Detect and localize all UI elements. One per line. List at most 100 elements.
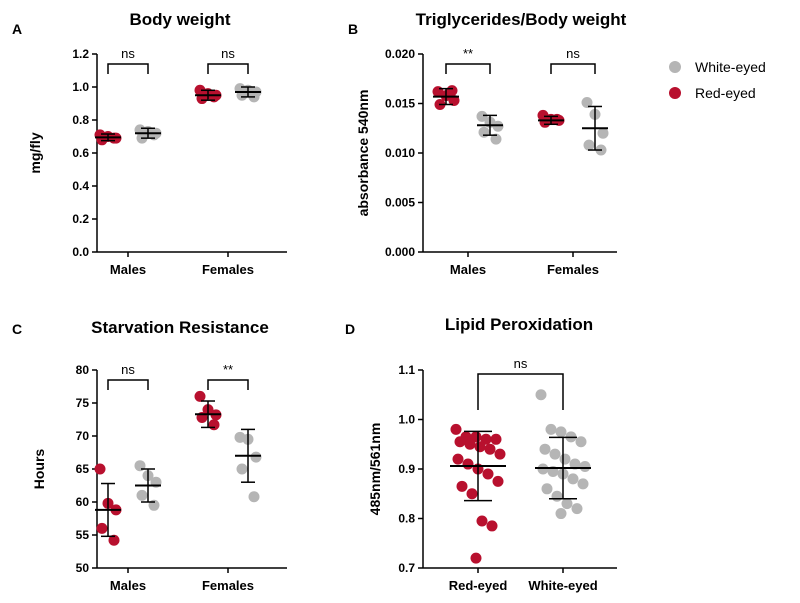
- y-axis-label: mg/fly: [27, 132, 43, 173]
- data-point: [452, 453, 464, 465]
- y-tick-label: 1.1: [398, 363, 415, 377]
- data-point: [559, 453, 571, 465]
- data-point: [575, 436, 587, 448]
- y-tick-label: 70: [76, 429, 90, 443]
- legend-marker: [669, 87, 681, 99]
- data-point: [494, 448, 506, 460]
- data-point: [456, 480, 468, 492]
- data-point: [474, 441, 486, 453]
- data-point: [482, 468, 494, 480]
- y-tick-label: 0.6: [72, 146, 89, 160]
- significance-bracket: [107, 379, 149, 390]
- significance-label: ns: [121, 46, 135, 61]
- y-axis-label: 485nm/561nm: [367, 423, 383, 516]
- panel-d: D Lipid Peroxidation 0.7 0.8 0.9 1.0 1.1 485nm/…: [345, 315, 617, 593]
- y-tick-label: 50: [76, 561, 90, 575]
- x-tick-label: Males: [110, 262, 146, 277]
- data-point: [462, 458, 474, 470]
- data-point: [96, 522, 108, 534]
- y-tick-label: 0.9: [398, 462, 415, 476]
- data-point: [194, 390, 206, 402]
- y-tick-label: 0.4: [72, 179, 89, 193]
- y-tick-label: 0.015: [385, 97, 415, 111]
- data-point: [94, 463, 106, 475]
- y-tick-label: 0.8: [398, 512, 415, 526]
- data-point: [470, 552, 482, 564]
- x-tick-label: Females: [202, 578, 254, 593]
- x-tick-label: Red-eyed: [449, 578, 508, 593]
- y-tick-label: 0.005: [385, 196, 415, 210]
- data-point: [539, 116, 551, 128]
- y-tick-label: 55: [76, 528, 90, 542]
- chart-title: Triglycerides/Body weight: [416, 10, 627, 29]
- panel-a: A Body weight 0.0 0.2 0.4 0.6 0.8 1.0 1.2 mg/fly M…: [12, 10, 287, 277]
- y-tick-label: 0.8: [72, 113, 89, 127]
- x-tick-label: Females: [547, 262, 599, 277]
- data-point: [597, 127, 609, 139]
- data-point: [577, 478, 589, 490]
- y-tick-label: 80: [76, 363, 90, 377]
- data-point: [569, 458, 581, 470]
- data-point: [583, 139, 595, 151]
- y-tick-label: 0.020: [385, 47, 415, 61]
- y-tick-label: 60: [76, 495, 90, 509]
- x-tick-label: Males: [110, 578, 146, 593]
- data-point: [108, 534, 120, 546]
- data-point: [236, 463, 248, 475]
- y-tick-label: 1.2: [72, 47, 89, 61]
- data-point: [555, 508, 567, 520]
- y-tick-label: 0.2: [72, 212, 89, 226]
- y-tick-label: 1.0: [72, 80, 89, 94]
- data-point: [466, 488, 478, 500]
- x-tick-label: White-eyed: [528, 578, 597, 593]
- significance-bracket: [207, 63, 249, 74]
- data-point: [490, 433, 502, 445]
- data-point: [541, 483, 553, 495]
- legend-label: Red-eyed: [695, 85, 756, 101]
- y-tick-label: 0.0: [72, 245, 89, 259]
- y-tick-label: 0.7: [398, 561, 415, 575]
- data-point: [551, 490, 563, 502]
- chart-title: Lipid Peroxidation: [445, 315, 593, 334]
- data-point: [535, 389, 547, 401]
- legend: White-eyed Red-eyed: [669, 59, 766, 101]
- data-point: [492, 475, 504, 487]
- panel-c: C Starvation Resistance 50 55 60 65 70 75 80 Hour…: [12, 318, 287, 593]
- data-point: [571, 503, 583, 515]
- significance-bracket: [477, 373, 564, 410]
- significance-bracket: [445, 63, 491, 74]
- data-point: [208, 419, 220, 431]
- data-point: [136, 489, 148, 501]
- chart-title: Body weight: [129, 10, 230, 29]
- data-point: [581, 97, 593, 109]
- x-tick-label: Females: [202, 262, 254, 277]
- y-tick-label: 75: [76, 396, 90, 410]
- data-point: [476, 110, 488, 122]
- data-point: [579, 461, 591, 473]
- data-point: [561, 498, 573, 510]
- data-point: [486, 520, 498, 532]
- significance-bracket: [107, 63, 149, 74]
- panel-letter: D: [345, 321, 355, 337]
- data-point: [454, 436, 466, 448]
- data-point: [539, 443, 551, 455]
- chart-title: Starvation Resistance: [91, 318, 269, 337]
- panel-b: B Triglycerides/Body weight 0.000 0.005 0.01…: [348, 10, 627, 277]
- data-point: [567, 473, 579, 485]
- x-tick-label: Males: [450, 262, 486, 277]
- y-axis-label: Hours: [31, 449, 47, 490]
- significance-label: ns: [514, 356, 528, 371]
- significance-label: **: [463, 46, 473, 61]
- y-axis-label: absorbance 540nm: [355, 90, 371, 217]
- data-point: [545, 423, 557, 435]
- significance-bracket: [207, 379, 249, 390]
- significance-label: **: [223, 362, 233, 377]
- data-point: [490, 133, 502, 145]
- y-tick-label: 1.0: [398, 413, 415, 427]
- significance-label: ns: [121, 362, 135, 377]
- data-point: [484, 443, 496, 455]
- data-point: [478, 126, 490, 138]
- data-point: [248, 491, 260, 503]
- significance-bracket: [550, 63, 596, 74]
